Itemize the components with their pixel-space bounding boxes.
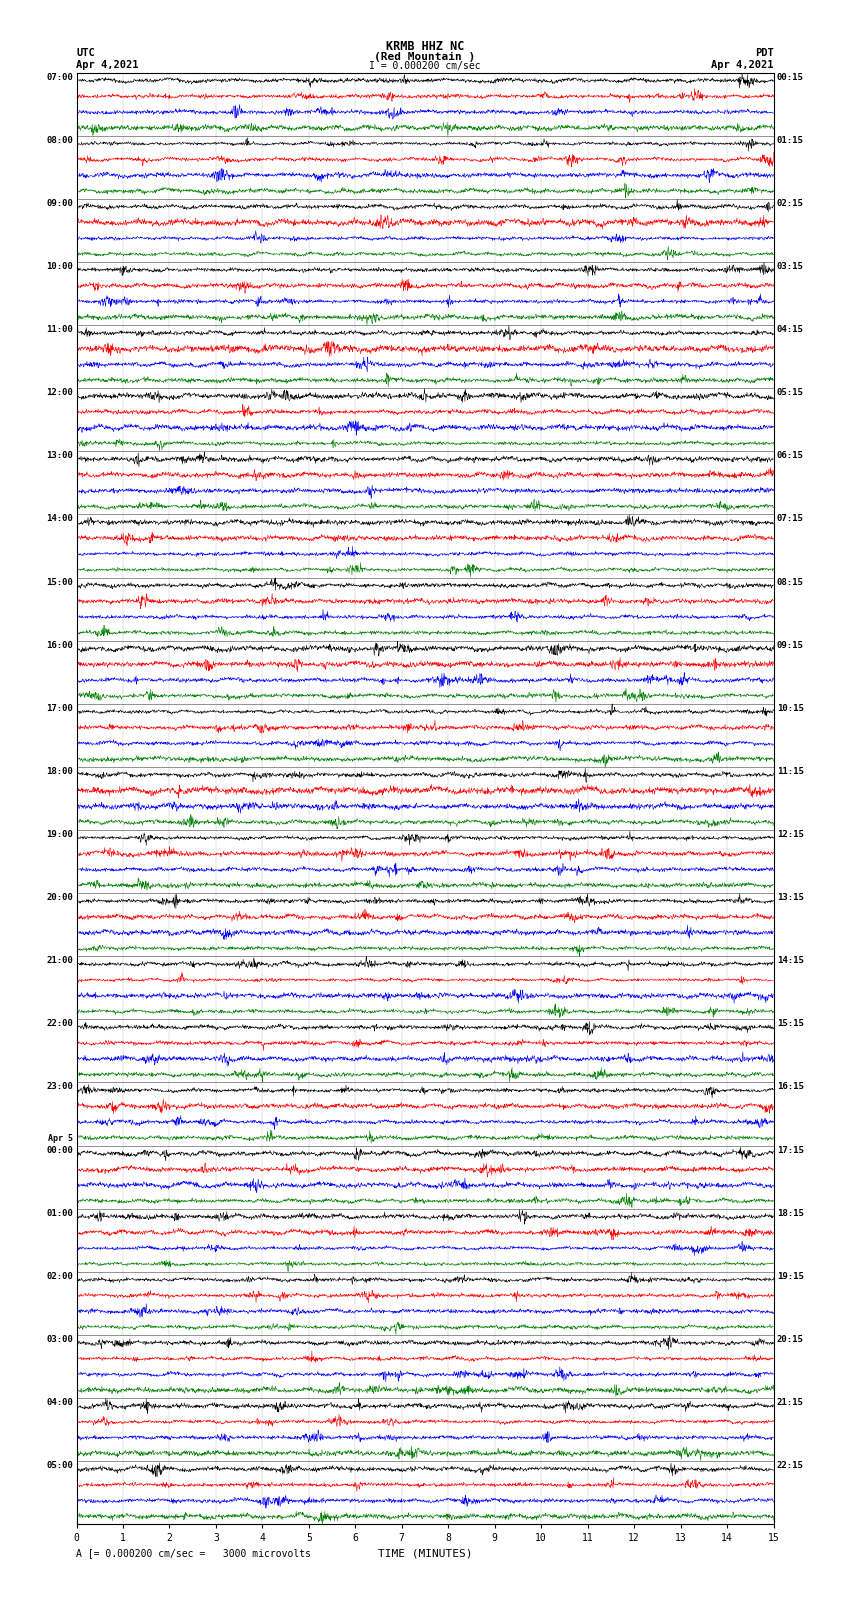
Text: 02:15: 02:15 [777,198,804,208]
Text: A [= 0.000200 cm/sec =   3000 microvolts: A [= 0.000200 cm/sec = 3000 microvolts [76,1548,311,1558]
Text: 01:00: 01:00 [46,1208,73,1218]
Text: 00:15: 00:15 [777,73,804,82]
Text: 17:00: 17:00 [46,703,73,713]
Text: 17:15: 17:15 [777,1145,804,1155]
Text: (Red Mountain ): (Red Mountain ) [374,52,476,61]
Text: 23:00: 23:00 [46,1082,73,1092]
Text: 09:00: 09:00 [46,198,73,208]
Text: 14:00: 14:00 [46,515,73,523]
Text: 00:00: 00:00 [46,1145,73,1155]
Text: 06:15: 06:15 [777,452,804,460]
Text: 13:00: 13:00 [46,452,73,460]
Text: UTC: UTC [76,48,95,58]
Text: KRMB HHZ NC: KRMB HHZ NC [386,40,464,53]
Text: 04:15: 04:15 [777,326,804,334]
Text: 16:15: 16:15 [777,1082,804,1092]
Text: 21:15: 21:15 [777,1398,804,1407]
Text: 11:15: 11:15 [777,766,804,776]
Text: Apr 4,2021: Apr 4,2021 [711,60,774,69]
Text: 18:00: 18:00 [46,766,73,776]
Text: 08:00: 08:00 [46,135,73,145]
Text: 19:15: 19:15 [777,1271,804,1281]
Text: 10:00: 10:00 [46,261,73,271]
Text: 16:00: 16:00 [46,640,73,650]
Text: 12:15: 12:15 [777,831,804,839]
Text: 03:00: 03:00 [46,1336,73,1344]
Text: Apr 4,2021: Apr 4,2021 [76,60,139,69]
Text: 22:00: 22:00 [46,1019,73,1029]
Text: 12:00: 12:00 [46,389,73,397]
Text: 15:15: 15:15 [777,1019,804,1029]
Text: 20:15: 20:15 [777,1336,804,1344]
Text: I = 0.000200 cm/sec: I = 0.000200 cm/sec [369,61,481,71]
Text: 03:15: 03:15 [777,261,804,271]
Text: 15:00: 15:00 [46,577,73,587]
Text: 20:00: 20:00 [46,894,73,902]
Text: PDT: PDT [755,48,774,58]
Text: 13:15: 13:15 [777,894,804,902]
Text: 01:15: 01:15 [777,135,804,145]
Text: 18:15: 18:15 [777,1208,804,1218]
Text: 05:00: 05:00 [46,1461,73,1469]
Text: 07:00: 07:00 [46,73,73,82]
Text: 19:00: 19:00 [46,831,73,839]
Text: 21:00: 21:00 [46,957,73,965]
Text: 02:00: 02:00 [46,1271,73,1281]
Text: 05:15: 05:15 [777,389,804,397]
Text: 08:15: 08:15 [777,577,804,587]
Text: Apr 5: Apr 5 [48,1134,73,1142]
Text: 14:15: 14:15 [777,957,804,965]
Text: 04:00: 04:00 [46,1398,73,1407]
X-axis label: TIME (MINUTES): TIME (MINUTES) [377,1548,473,1558]
Text: 07:15: 07:15 [777,515,804,523]
Text: 22:15: 22:15 [777,1461,804,1469]
Text: 10:15: 10:15 [777,703,804,713]
Text: 09:15: 09:15 [777,640,804,650]
Text: 11:00: 11:00 [46,326,73,334]
